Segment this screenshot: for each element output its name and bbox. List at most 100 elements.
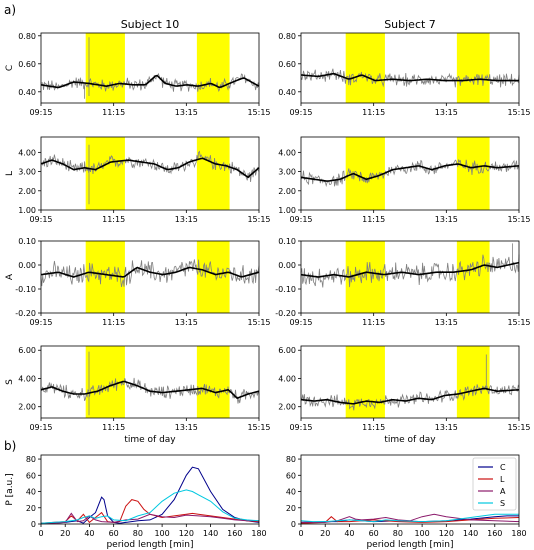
highlight-band [345,33,385,103]
highlight-band [456,33,490,103]
x-tick-label: 09:15 [289,215,312,224]
y-tick-label: -0.20 [275,309,296,318]
highlight-band [456,137,490,210]
x-tick-label: 09:15 [29,215,52,224]
y-axis-label: A [5,273,15,280]
highlight-band [196,33,230,103]
y-axis-label: L [5,171,15,176]
x-tick-label: 11:15 [102,318,125,327]
y-tick-label: 2.00 [18,187,36,196]
axes-frame [300,454,520,525]
axes-frame [300,240,520,314]
highlight-band [456,346,490,418]
y-tick-label: 20 [286,504,296,513]
x-tick-label: 100 [414,529,429,538]
x-tick-label: 09:15 [29,108,52,117]
x-tick-label: 15:15 [247,215,270,224]
periodogram-0: 0 20 40 60 80 0 20 40 60 80 100 120 140 160 180 period … [5,454,267,550]
y-tick-label: 0.60 [18,60,36,69]
x-tick-label: 40 [344,529,354,538]
smoothed-trace [40,74,260,89]
subplot-1-3: 2.00 4.00 6.00 09:15 11:15 13:15 15:15 time of … [278,345,531,445]
x-tick-label: 13:15 [175,215,198,224]
y-tick-label: 4.00 [278,374,296,383]
x-tick-label: 160 [227,529,242,538]
y-tick-label: 0.80 [18,32,36,41]
axes-frame [40,454,260,525]
y-tick-label: 6.00 [278,346,296,355]
x-tick-label: 120 [439,529,454,538]
y-tick-label: -0.10 [15,285,36,294]
highlight-band [196,241,230,313]
smoothed-trace [300,261,520,278]
x-axis-label: time of day [384,435,436,445]
series-C [41,466,260,524]
x-tick-label: 09:15 [29,423,52,432]
x-tick-label: 11:15 [362,318,385,327]
smoothed-trace [300,163,520,182]
highlight-band [85,346,125,418]
panel-label-b: b) [4,439,16,453]
raw-trace [40,37,260,99]
x-tick-label: 09:15 [289,108,312,117]
x-tick-label: 100 [154,529,169,538]
x-tick-label: 13:15 [435,108,458,117]
highlight-band [456,241,490,313]
y-tick-label: 0.40 [18,88,36,97]
y-tick-label: 6.00 [18,346,36,355]
axes-frame [40,345,260,419]
y-tick-label: 3.00 [18,168,36,177]
y-tick-label: 3.00 [278,168,296,177]
x-tick-label: 160 [487,529,502,538]
smoothed-trace [300,387,520,405]
x-tick-label: 09:15 [29,318,52,327]
y-tick-label: 0.00 [18,261,36,270]
subplot-title-0: Subject 10 [121,18,180,31]
highlight-band [85,137,125,210]
legend-box [472,457,517,511]
x-tick-label: 15:15 [507,108,530,117]
highlight-band [196,346,230,418]
series-S [300,513,519,523]
y-tick-label: 4.00 [18,374,36,383]
x-tick-label: 11:15 [102,215,125,224]
x-tick-label: 120 [179,529,194,538]
y-axis-label: C [5,65,15,71]
axes-frame [300,32,520,104]
subplot-0-3: 2.00 4.00 6.00 S 09:15 11:15 13:15 15:15 time of… [5,345,271,445]
y-tick-label: -0.20 [15,309,36,318]
x-axis-label: period length [min] [366,540,453,550]
highlight-band [196,137,230,210]
y-tick-label: 40 [286,488,296,497]
periodogram-grid: 0 20 40 60 80 0 20 40 60 80 100 120 140 160 180 period … [5,454,527,550]
legend-label-S: S [500,499,505,508]
raw-trace [300,243,520,288]
x-tick-label: 15:15 [507,215,530,224]
x-tick-label: 13:15 [435,215,458,224]
x-tick-label: 0 [38,529,43,538]
x-tick-label: 20 [320,529,330,538]
y-tick-label: 0.40 [278,88,296,97]
subplot-0-1: 1.00 2.00 3.00 4.00 L 09:15 11:15 13:15 15:15 [5,136,271,224]
series-S [40,489,260,524]
y-tick-label: 0.80 [278,32,296,41]
subplot-title-1: Subject 7 [384,18,436,31]
y-tick-label: 2.00 [18,403,36,412]
y-tick-label: 0 [31,520,36,529]
legend-label-C: C [500,463,506,472]
x-tick-label: 13:15 [435,423,458,432]
y-tick-label: 1.00 [18,206,36,215]
periodogram-1: 0 20 40 60 80 0 20 40 60 80 100 120 140 160 180 period … [286,454,527,550]
y-tick-label: 2.00 [278,403,296,412]
y-tick-label: 60 [286,471,296,480]
axes-frame [40,32,260,104]
y-axis-label: S [5,379,15,385]
x-tick-label: 15:15 [507,423,530,432]
raw-trace [40,259,260,287]
x-tick-label: 20 [60,529,70,538]
y-tick-label: 2.00 [278,187,296,196]
x-axis-label: time of day [124,435,176,445]
x-tick-label: 0 [298,529,303,538]
x-tick-label: 13:15 [175,423,198,432]
